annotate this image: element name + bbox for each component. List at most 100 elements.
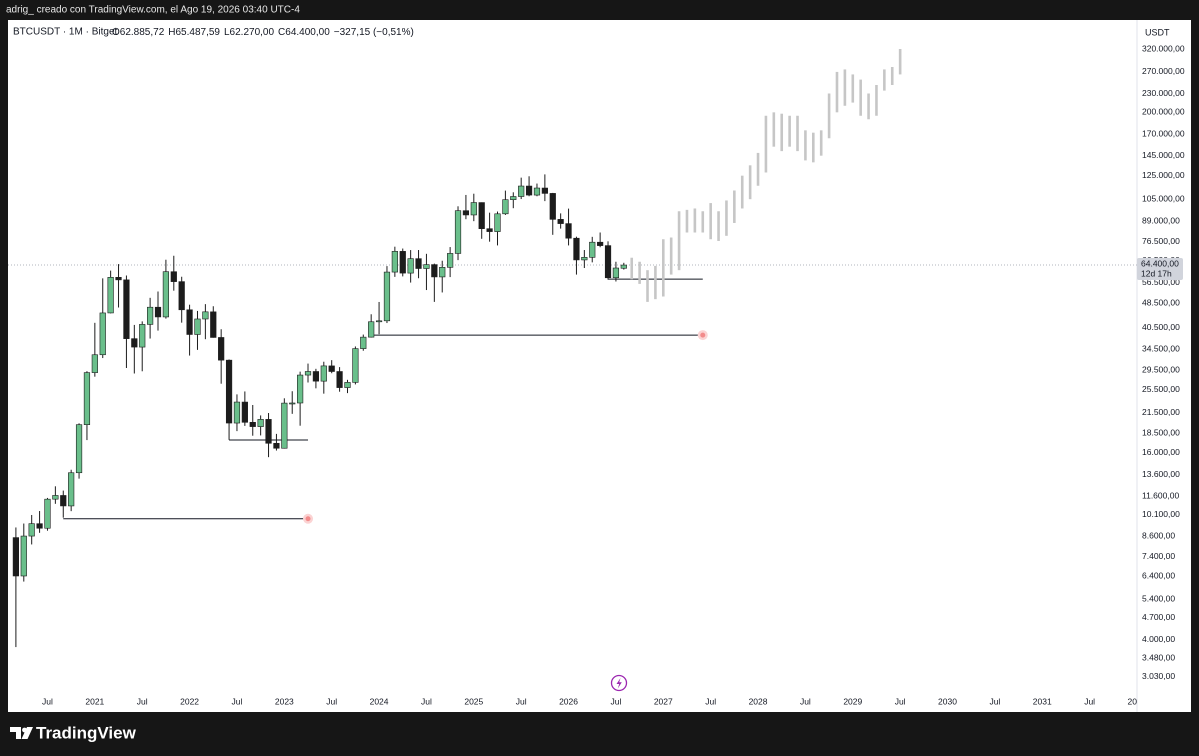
x-tick-label: Jul [516,696,527,706]
projection-bar [677,211,681,271]
candle-body [399,251,406,274]
y-tick-label: 13.600,00 [1142,469,1180,479]
price-label-box [1137,258,1183,281]
candle-body [131,338,138,348]
price-label: 64.400,00 [1141,258,1179,268]
x-tick-label: Jul [232,696,243,706]
projection-bar [780,113,784,152]
candle-body [336,371,343,388]
candle-body [36,523,43,529]
x-tick-label: 2021 [85,696,104,706]
y-tick-label: 170.000,00 [1142,128,1185,138]
candle-body [320,365,327,382]
y-tick-label: 6.400,00 [1142,570,1175,580]
projection-bar [788,115,791,147]
candle-body [123,279,130,339]
y-tick-label: 4.000,00 [1142,634,1175,644]
top-bar-text: adrig_ creado con TradingView.com, el Ag… [6,5,300,16]
candle-body [297,374,304,404]
candle-body [439,267,446,278]
y-tick-label: 5.400,00 [1142,593,1175,603]
candle-body [344,382,351,388]
candle-body [60,495,67,507]
candle-body [12,537,19,577]
y-tick-label: 56.500,00 [1142,277,1180,287]
y-tick-label: 89.000,00 [1142,216,1180,226]
projection-bar [654,265,657,300]
candle-body [375,320,383,323]
candle-body [549,193,556,220]
candle-body [470,202,477,216]
y-tick-label: 3.030,00 [1142,671,1175,681]
projection-bar [883,69,886,91]
projection-bar [725,200,728,236]
y-tick-label: 270.000,00 [1142,66,1185,76]
projection-bar [898,49,902,75]
y-tick-label: 3.480,00 [1142,653,1175,663]
level-marker [700,332,706,338]
level-marker [305,516,311,522]
y-tick-label: 16.000,00 [1142,447,1180,457]
candle-body [525,185,533,196]
candle-body [170,271,177,282]
candle-body [44,498,51,529]
candle-body [289,402,296,405]
y-tick-label: 34.500,00 [1142,343,1180,353]
y-tick-label: 4.700,00 [1142,612,1175,622]
candle-body [233,401,241,424]
footer-logo [10,727,33,739]
projection-bar [819,130,823,156]
projection-bar [851,74,855,103]
footer-brand: TradingView [36,723,137,742]
legend-value: −327,15 (−0,51%) [334,27,414,38]
candle-body [147,306,154,325]
candle-body [265,419,272,444]
plot [8,49,1137,648]
candle-body [68,472,75,507]
candle-body [447,253,454,268]
candle-body [518,185,525,197]
candle-body [510,196,517,200]
legend-value: H65.487,59 [168,27,220,38]
candle-body [478,202,485,229]
candle-body [502,199,509,215]
y-tick-label: 125.000,00 [1142,170,1185,180]
legend-value: C64.400,00 [278,27,330,38]
candle-body [368,321,375,338]
x-tick-label: Jul [326,696,337,706]
candle-body [604,245,612,279]
candle-body [486,228,493,232]
x-tick-label: Jul [989,696,1000,706]
candle-body [20,535,27,577]
ohlc-legend: O62.885,72 H65.487,59 L62.270,00 C64.400,00… [112,27,414,38]
candle-body [581,257,588,261]
projection-bar [867,93,870,120]
candle-body [154,306,162,318]
y-tick-label: 8.600,00 [1142,531,1175,541]
x-tick-label: 2022 [180,696,199,706]
candle-body [218,337,225,361]
projection-bar [630,257,634,280]
currency: USDT [1145,27,1170,37]
candle-body [557,219,564,224]
projection-bar [859,79,862,116]
x-tick-label: Jul [800,696,811,706]
candle-body [162,271,170,318]
y-tick-label: 11.600,00 [1142,490,1179,500]
x-tick-label: 2026 [559,696,578,706]
y-tick-label: 230.000,00 [1142,88,1185,98]
candle-body [407,258,414,274]
x-tick-label: 2031 [1033,696,1052,706]
projection-bar [733,190,736,223]
chart-title: BTCUSDT · 1M · Bitget [13,27,117,38]
candle-body [352,348,359,383]
x-tick-label: 2028 [749,696,768,706]
event-bolt [616,678,622,689]
projection-bar [843,69,847,106]
candle-body [431,264,438,278]
countdown: 12d 17h [1141,268,1172,278]
y-tick-label: 145.000,00 [1142,150,1185,160]
y-tick-label: 21.500,00 [1142,407,1180,417]
x-tick-label: Jul [42,696,53,706]
